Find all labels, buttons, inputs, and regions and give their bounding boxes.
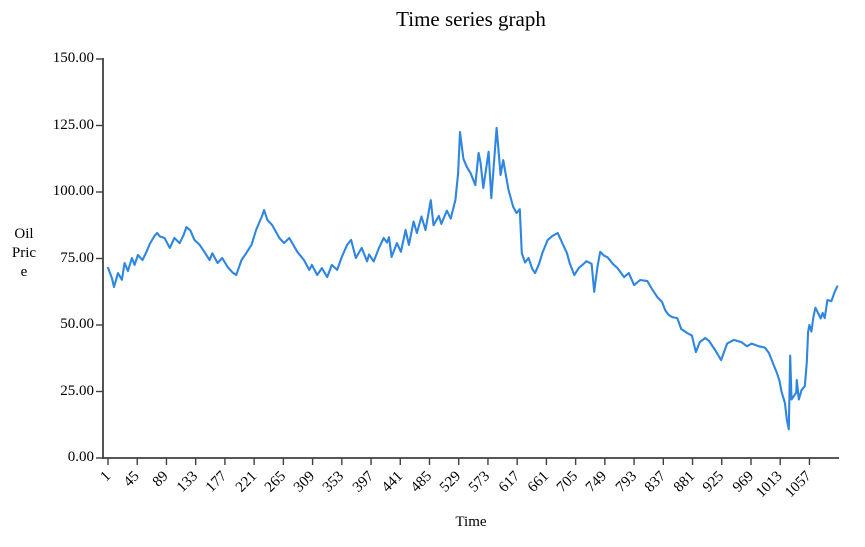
y-axis-title-line-3: e — [20, 264, 28, 280]
oil-price-series-line — [106, 126, 839, 431]
y-tick-label: 75.00 — [60, 249, 94, 266]
y-tick-label: 150.00 — [52, 50, 94, 66]
y-axis-title-line-1: Oil — [14, 226, 34, 242]
y-tick-label: 25.00 — [60, 382, 94, 399]
x-axis-title: Time — [455, 514, 487, 530]
y-axis-title: Oil Pric e — [4, 225, 44, 282]
y-tick-label: 0.00 — [67, 449, 94, 465]
chart-title: Time series graph — [396, 7, 546, 31]
y-tick-label: 125.00 — [52, 116, 94, 133]
y-tick-label: 100.00 — [52, 183, 94, 199]
y-tick-label: 50.00 — [60, 316, 94, 332]
y-axis-title-line-2: Pric — [11, 245, 37, 261]
